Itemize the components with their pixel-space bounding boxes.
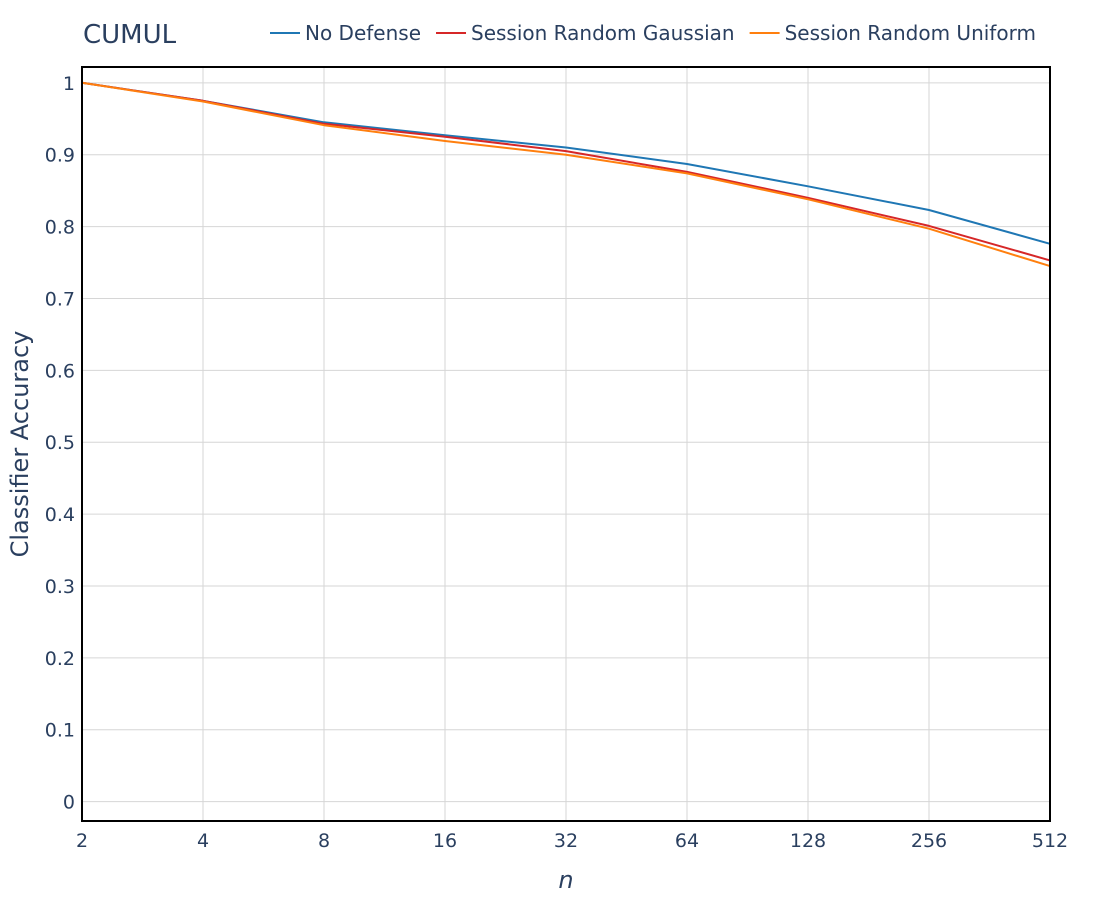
x-tick-label: 32 — [554, 830, 578, 852]
legend[interactable]: No Defense Session Random Gaussian Session… — [270, 21, 1036, 45]
y-tick-label: 0.3 — [45, 576, 75, 598]
x-tick-label: 512 — [1032, 830, 1068, 852]
chart-title: CUMUL — [83, 20, 177, 50]
grid — [81, 67, 1051, 821]
y-tick-label: 0 — [63, 792, 75, 814]
legend-item[interactable]: Session Random Gaussian — [436, 21, 735, 45]
y-tick-label: 0.1 — [45, 720, 75, 742]
y-tick-label: 0.9 — [45, 145, 75, 167]
x-tick-label: 256 — [911, 830, 947, 852]
y-tick-label: 0.4 — [45, 504, 75, 526]
series-line — [81, 81, 1051, 268]
legend-item[interactable]: No Defense — [270, 21, 421, 45]
x-tick-label: 2 — [76, 830, 88, 852]
legend-label: No Defense — [305, 21, 421, 45]
legend-item[interactable]: Session Random Uniform — [749, 21, 1036, 45]
x-tick-label: 64 — [675, 830, 699, 852]
y-tick-label: 0.2 — [45, 648, 75, 670]
y-tick-label: 0.6 — [45, 360, 75, 382]
y-axis-ticks: 0 0.1 0.2 0.3 0.4 0.5 0.6 0.7 0.8 0.9 1 — [45, 73, 75, 814]
y-tick-label: 0.7 — [45, 288, 75, 310]
x-tick-label: 16 — [433, 830, 457, 852]
x-tick-label: 8 — [318, 830, 330, 852]
plot-frame — [81, 66, 1051, 822]
x-axis-title: n — [558, 866, 573, 894]
y-axis-title: Classifier Accuracy — [6, 331, 34, 558]
series-lines — [81, 81, 1051, 268]
y-tick-label: 0.8 — [45, 217, 75, 239]
legend-label: Session Random Gaussian — [471, 21, 735, 45]
y-tick-label: 1 — [63, 73, 75, 95]
y-tick-label: 0.5 — [45, 432, 75, 454]
legend-label: Session Random Uniform — [785, 21, 1036, 45]
x-tick-label: 128 — [790, 830, 826, 852]
x-axis-ticks: 2 4 8 16 32 64 128 256 512 — [76, 830, 1068, 852]
x-tick-label: 4 — [197, 830, 209, 852]
